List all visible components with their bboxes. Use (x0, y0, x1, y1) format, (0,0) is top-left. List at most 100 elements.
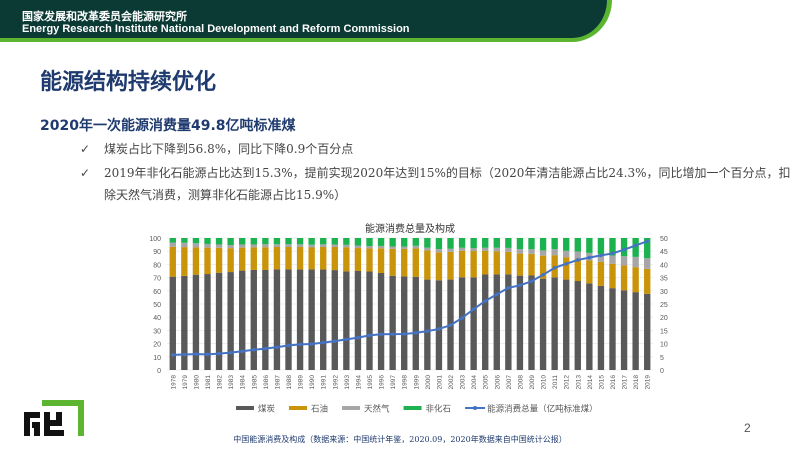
bar-segment (493, 274, 500, 370)
bar-segment (493, 247, 500, 252)
bar-segment (551, 249, 558, 256)
line-point (448, 323, 453, 328)
line-point (390, 332, 395, 336)
chart-legend: 煤炭 石油 天然气 非化石 能源消费总量（亿吨标准煤） (236, 404, 598, 414)
x-tick-label: 1979 (182, 375, 189, 390)
bar-segment (377, 245, 385, 249)
bar-segment (215, 238, 223, 245)
bar-segment (435, 252, 443, 281)
chart-title: 能源消费总量及构成 (365, 222, 455, 235)
x-tick-label: 2008 (517, 375, 524, 390)
line-point (309, 342, 314, 346)
bar-segment (377, 238, 385, 246)
bar-segment (609, 288, 616, 370)
line-point (622, 247, 626, 252)
y2-tick-label: 40 (660, 262, 668, 269)
bar-segment (458, 238, 466, 248)
bar-segment (204, 274, 211, 370)
bar-segment (528, 253, 535, 276)
bar-segment (563, 238, 570, 251)
bar-segment (250, 247, 257, 270)
bar-segment (262, 247, 269, 270)
line-point (170, 353, 175, 357)
legend-label: 非化石 (426, 404, 452, 414)
y2-tick-label: 0 (660, 368, 664, 375)
bar-segment (563, 279, 570, 370)
bar-segment (215, 244, 223, 248)
bar-segment (424, 279, 431, 370)
x-tick-label: 1988 (286, 375, 293, 390)
bar-segment (597, 285, 605, 370)
bar-segment (262, 269, 269, 370)
line-point (205, 352, 210, 357)
bar-segment (644, 293, 651, 370)
bar-segment (435, 238, 443, 250)
x-tick-label: 2017 (622, 375, 629, 390)
bar-segment (620, 290, 628, 370)
line-point (564, 262, 569, 266)
bullet-text: 煤炭占比下降到56.8%，同比下降0.9个百分点 (104, 142, 354, 156)
bar-segment (192, 274, 200, 370)
x-tick-label: 2010 (541, 375, 548, 390)
y2-tick-label: 25 (660, 302, 668, 309)
x-tick-label: 2003 (460, 375, 467, 390)
bar-segment (563, 250, 570, 258)
bar-segment (273, 269, 281, 370)
bar-segment (528, 238, 535, 250)
line-point (494, 292, 499, 297)
bar-segment (227, 244, 234, 249)
check-icon: ✓ (80, 142, 91, 156)
bar-segment (528, 249, 535, 254)
bar-segment (424, 250, 431, 280)
bar-segment (551, 277, 558, 370)
bar-segment (516, 238, 524, 250)
bar-segment (470, 248, 477, 252)
bar-segment (424, 238, 431, 248)
x-tick-label: 1996 (379, 375, 386, 390)
bar-segment (331, 246, 338, 271)
bar-segment (586, 260, 593, 284)
bar-segment (320, 246, 327, 270)
bar-segment (181, 242, 188, 248)
y-tick-label: 80 (153, 262, 161, 269)
line-point (356, 335, 360, 340)
x-tick-label: 2002 (448, 375, 455, 390)
bar-segment (377, 248, 385, 273)
line-point (575, 258, 580, 262)
x-tick-label: 1995 (367, 375, 374, 390)
x-tick-label: 1980 (193, 375, 200, 390)
bar-segment (516, 275, 524, 370)
bar-segment (366, 248, 373, 272)
bar-segment (239, 270, 246, 370)
line-point (645, 239, 650, 244)
line-point (437, 327, 441, 331)
line-point (251, 347, 256, 352)
bar-segment (563, 257, 570, 280)
legend-label: 煤炭 (258, 404, 276, 414)
line-point (460, 316, 464, 320)
org-name-en: Energy Research Institute National Devel… (22, 23, 410, 35)
bar-segment (296, 238, 304, 245)
bar-segment (574, 251, 581, 259)
x-tick-label: 2000 (425, 375, 432, 390)
y-tick-label: 20 (153, 342, 161, 349)
line-point (240, 349, 245, 354)
legend-swatch (342, 406, 361, 410)
line-point (321, 340, 326, 345)
bar-segment (447, 248, 454, 252)
x-tick-label: 1990 (309, 375, 316, 390)
x-tick-label: 2006 (494, 375, 501, 390)
bar-segment (192, 243, 200, 248)
bar-segment (401, 276, 408, 370)
bar-segment (412, 276, 419, 370)
bar-segment (343, 247, 350, 272)
bar-segment (296, 244, 304, 247)
bar-segment (169, 242, 176, 247)
bar-segment (366, 246, 373, 249)
y-tick-label: 40 (153, 315, 161, 322)
x-tick-label: 2014 (587, 375, 594, 390)
line-point (286, 343, 291, 348)
total-consumption-line (172, 240, 648, 356)
bar-segment (250, 244, 257, 248)
bar-segment (597, 253, 605, 262)
